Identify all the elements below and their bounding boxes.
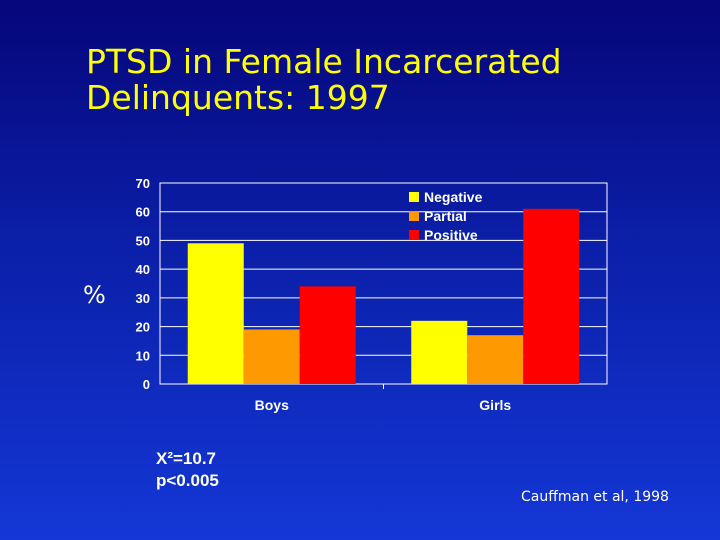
slide-title: PTSD in Female Incarcerated Delinquents:… — [86, 44, 646, 116]
legend-label: Positive — [424, 227, 478, 243]
chi-square-stats: X²=10.7 p<0.005 — [156, 448, 219, 492]
y-tick-label: 40 — [136, 262, 150, 277]
bar-girls-partial — [467, 335, 524, 384]
chi-square-value: X²=10.7 — [156, 449, 217, 468]
bar-boys-positive — [299, 286, 356, 384]
legend-swatch-partial — [409, 211, 419, 221]
y-tick-label: 30 — [136, 291, 150, 306]
title-line-1: PTSD in Female Incarcerated — [86, 42, 562, 81]
title-line-2: Delinquents: 1997 — [86, 78, 390, 117]
x-category-label: Girls — [479, 397, 511, 413]
citation: Cauffman et al, 1998 — [521, 489, 669, 505]
p-value: p<0.005 — [156, 471, 219, 490]
legend-swatch-positive — [409, 230, 419, 240]
x-category-label: Boys — [255, 397, 289, 413]
legend-label: Partial — [424, 208, 467, 224]
legend-swatch-negative — [409, 192, 419, 202]
legend-label: Negative — [424, 189, 483, 205]
bar-girls-negative — [411, 320, 468, 384]
y-axis-label: % — [83, 281, 106, 309]
bar-boys-negative — [187, 243, 244, 384]
y-tick-label: 50 — [136, 233, 150, 248]
bar-boys-partial — [243, 329, 300, 384]
y-tick-label: 60 — [136, 205, 150, 220]
y-tick-label: 70 — [136, 176, 150, 191]
y-tick-label: 10 — [136, 348, 150, 363]
y-tick-label: 20 — [136, 320, 150, 335]
y-tick-label: 0 — [143, 377, 150, 392]
bar-girls-positive — [523, 208, 580, 384]
